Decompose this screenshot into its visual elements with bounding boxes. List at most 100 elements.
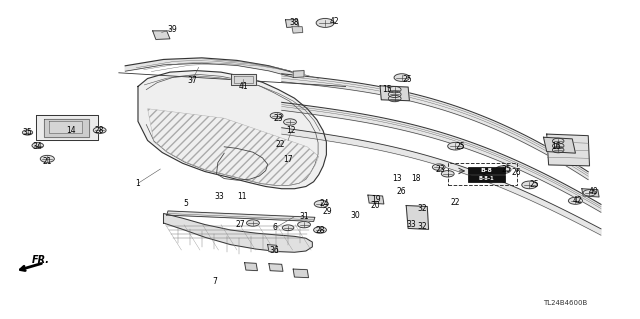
Circle shape — [442, 171, 454, 177]
Polygon shape — [164, 213, 312, 252]
Circle shape — [270, 113, 283, 119]
Text: 12: 12 — [287, 126, 296, 135]
Text: 11: 11 — [237, 191, 247, 201]
Polygon shape — [138, 70, 326, 189]
Circle shape — [568, 197, 582, 204]
Text: 1: 1 — [136, 179, 140, 188]
Bar — [468, 167, 505, 174]
Text: B-8-1: B-8-1 — [479, 176, 495, 182]
Circle shape — [284, 119, 296, 125]
Text: 6: 6 — [273, 223, 278, 232]
Circle shape — [314, 200, 328, 207]
Text: 13: 13 — [392, 174, 401, 183]
Text: 19: 19 — [371, 195, 380, 204]
Circle shape — [298, 221, 310, 228]
Text: 42: 42 — [329, 17, 339, 26]
Text: 22: 22 — [275, 140, 285, 149]
Circle shape — [22, 130, 33, 135]
Text: 25: 25 — [456, 142, 465, 151]
Circle shape — [552, 143, 564, 149]
Polygon shape — [230, 74, 256, 85]
Text: 14: 14 — [66, 126, 76, 135]
Text: 27: 27 — [236, 220, 246, 229]
Text: 31: 31 — [300, 212, 309, 221]
Circle shape — [388, 95, 401, 102]
Text: 23: 23 — [274, 114, 284, 123]
Text: 32: 32 — [417, 204, 427, 213]
Polygon shape — [44, 119, 90, 137]
Text: 22: 22 — [451, 198, 460, 207]
Polygon shape — [167, 211, 315, 221]
Polygon shape — [293, 269, 308, 278]
Polygon shape — [406, 205, 429, 229]
Text: 38: 38 — [290, 19, 300, 27]
Text: 5: 5 — [184, 199, 188, 208]
Text: 41: 41 — [239, 82, 248, 91]
Polygon shape — [153, 31, 170, 40]
Text: 18: 18 — [411, 174, 420, 183]
Text: 26: 26 — [512, 168, 522, 177]
Bar — [468, 175, 505, 182]
Polygon shape — [285, 20, 299, 27]
Circle shape — [282, 225, 294, 231]
Text: 32: 32 — [417, 222, 427, 231]
Circle shape — [32, 143, 44, 148]
Circle shape — [388, 91, 401, 98]
Polygon shape — [282, 74, 588, 180]
Polygon shape — [543, 137, 575, 153]
Text: 7: 7 — [212, 277, 217, 286]
Text: 42: 42 — [573, 196, 582, 205]
Polygon shape — [282, 102, 601, 212]
Text: FR.: FR. — [31, 255, 49, 265]
Text: 20: 20 — [371, 201, 380, 210]
Text: 40: 40 — [588, 187, 598, 196]
Polygon shape — [36, 115, 98, 140]
Circle shape — [552, 147, 564, 153]
Text: 24: 24 — [319, 199, 329, 208]
Circle shape — [495, 166, 511, 174]
Circle shape — [246, 220, 259, 226]
Text: 36: 36 — [269, 246, 279, 255]
Polygon shape — [49, 122, 83, 132]
Text: 39: 39 — [167, 25, 177, 34]
Text: 34: 34 — [33, 142, 43, 151]
Circle shape — [316, 19, 334, 27]
Text: 25: 25 — [502, 165, 511, 174]
Polygon shape — [282, 128, 601, 235]
Text: 33: 33 — [406, 220, 416, 229]
Circle shape — [394, 74, 410, 81]
Text: 35: 35 — [22, 128, 33, 137]
Text: 16: 16 — [552, 142, 561, 151]
Text: 15: 15 — [382, 85, 392, 94]
Circle shape — [522, 181, 537, 189]
Circle shape — [552, 138, 564, 144]
Text: 29: 29 — [323, 207, 332, 216]
Circle shape — [583, 190, 596, 196]
Text: 33: 33 — [214, 191, 224, 201]
Polygon shape — [547, 134, 589, 166]
Circle shape — [93, 127, 106, 133]
Polygon shape — [582, 189, 599, 197]
Text: 37: 37 — [188, 76, 197, 85]
Polygon shape — [125, 58, 294, 78]
Circle shape — [388, 86, 401, 93]
Text: 21: 21 — [43, 157, 52, 166]
Circle shape — [433, 164, 445, 170]
Polygon shape — [244, 263, 257, 271]
Polygon shape — [380, 86, 410, 101]
Text: B-8: B-8 — [481, 168, 493, 174]
Circle shape — [314, 227, 326, 233]
Text: 23: 23 — [435, 165, 445, 174]
Text: 17: 17 — [284, 155, 293, 164]
Polygon shape — [368, 195, 384, 204]
Text: 25: 25 — [402, 75, 412, 84]
Text: 28: 28 — [316, 226, 324, 234]
Polygon shape — [293, 70, 304, 78]
Text: TL24B4600B: TL24B4600B — [543, 300, 588, 306]
Text: 25: 25 — [529, 181, 539, 189]
Bar — [448, 163, 516, 185]
Polygon shape — [269, 264, 283, 271]
Circle shape — [448, 142, 463, 150]
Text: 30: 30 — [350, 211, 360, 220]
Polygon shape — [292, 27, 303, 33]
